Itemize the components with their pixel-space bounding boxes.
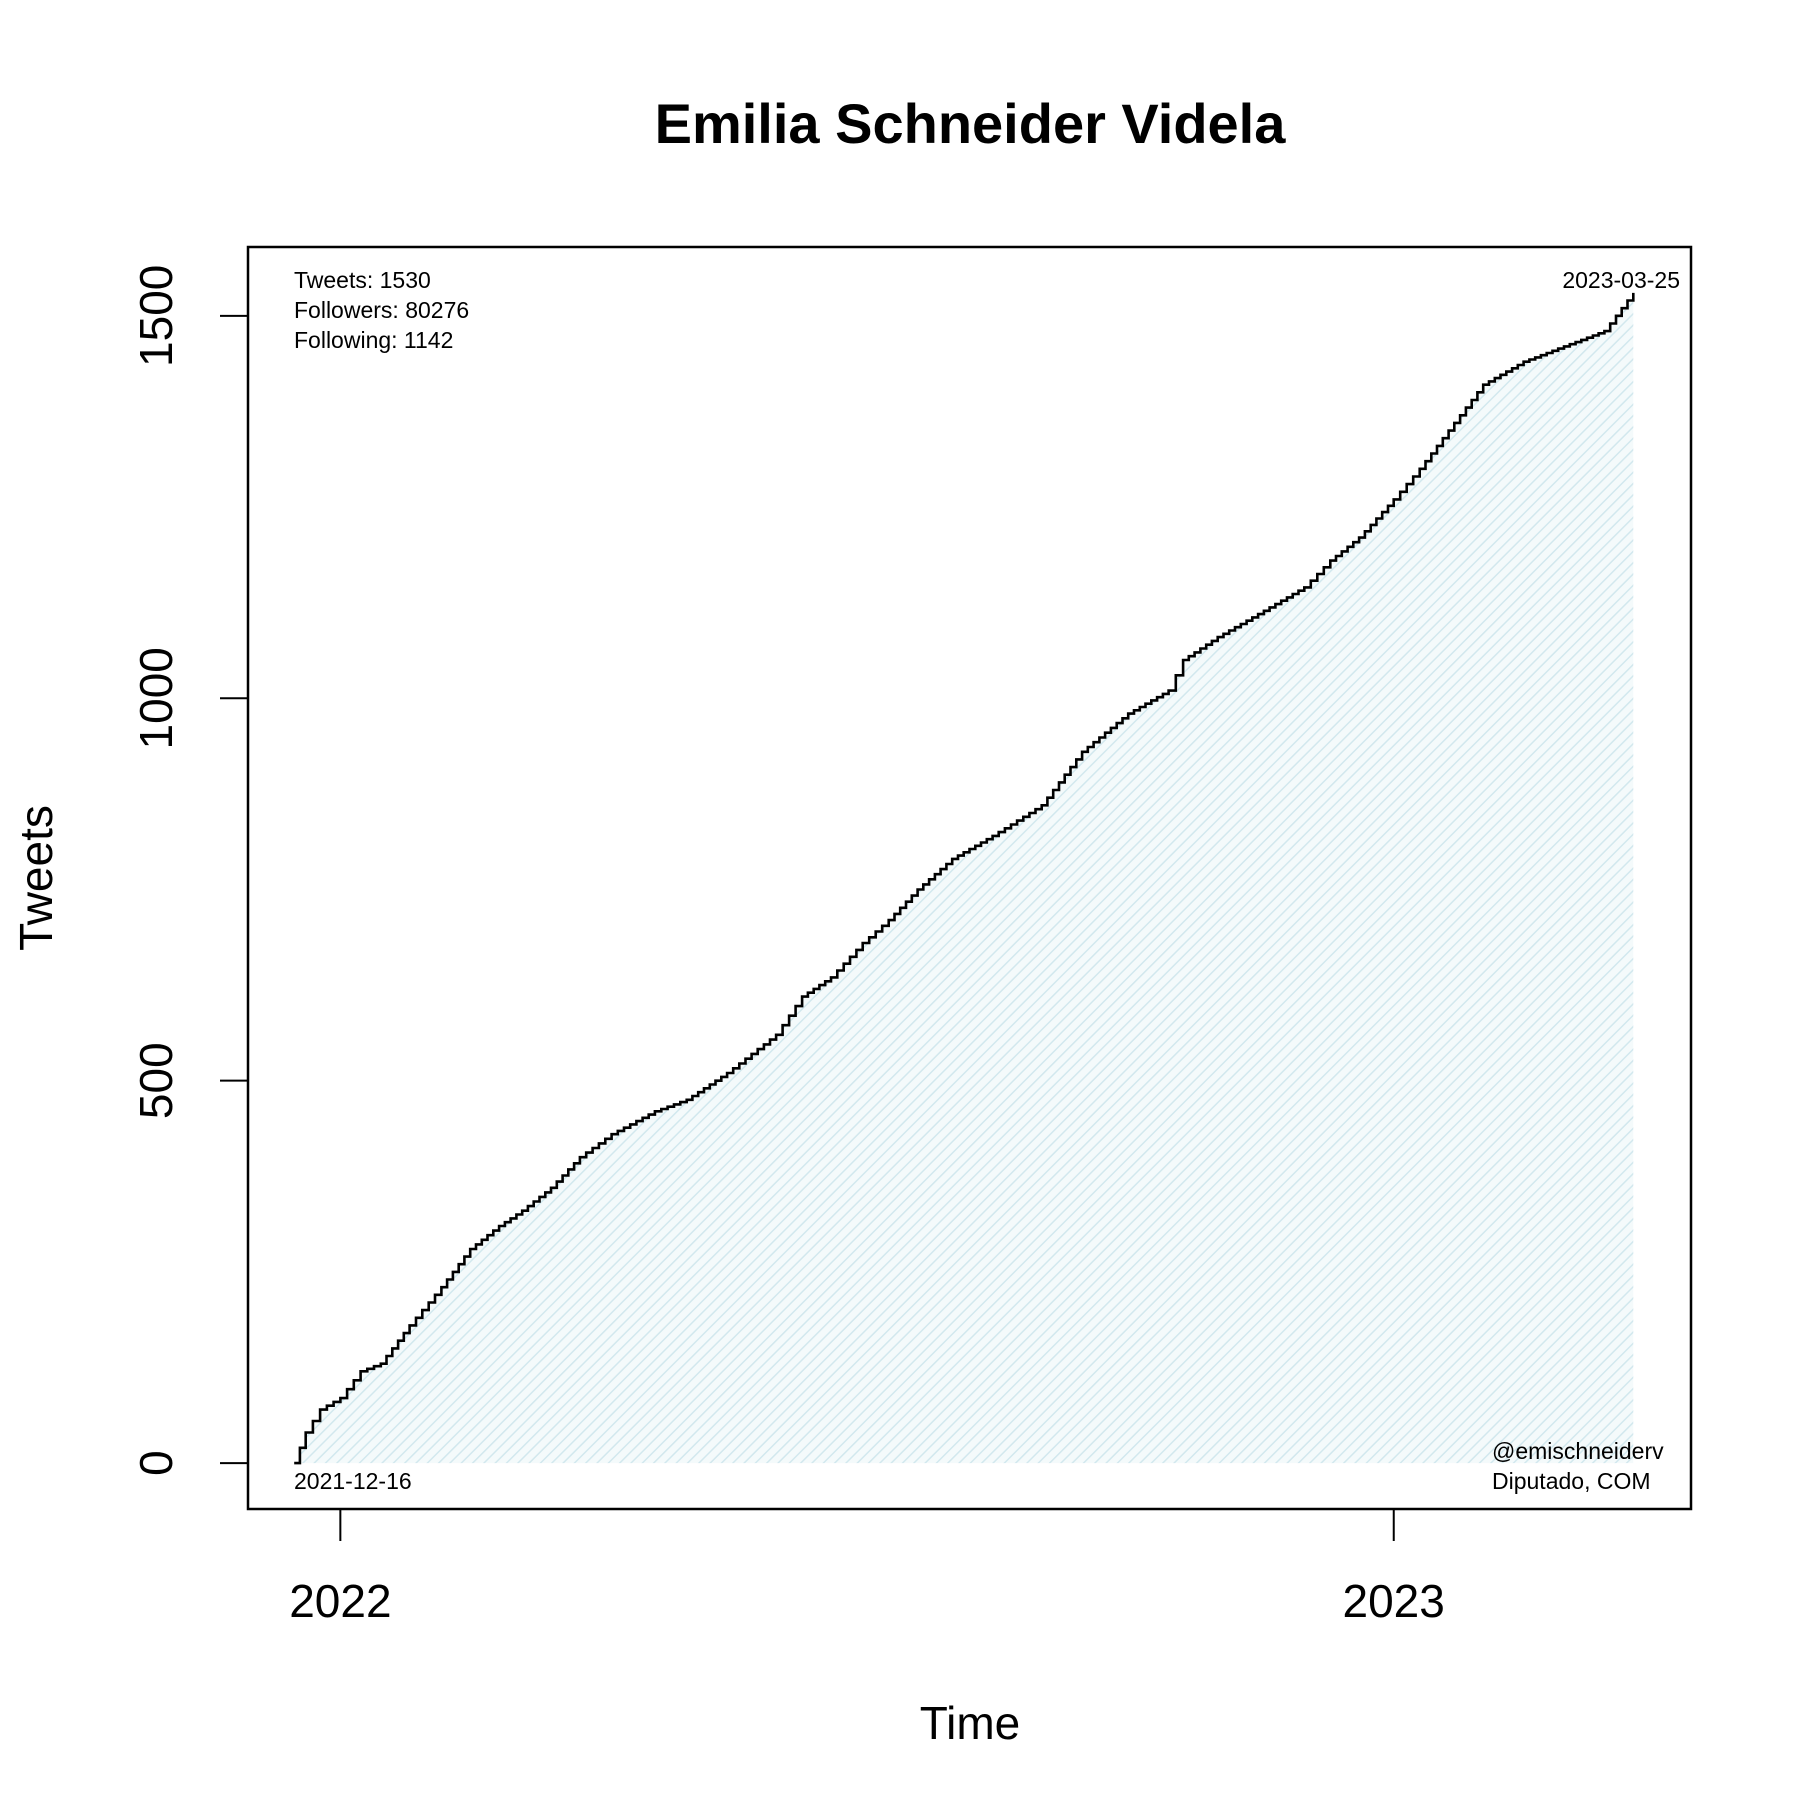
x-tick-label: 2023 xyxy=(1343,1575,1445,1627)
y-tick-label: 1500 xyxy=(130,265,182,367)
tweets-count: Tweets: 1530 xyxy=(294,267,431,293)
y-tick-label: 1000 xyxy=(130,647,182,749)
followers-count: Followers: 80276 xyxy=(294,297,469,323)
following-count: Following: 1142 xyxy=(294,327,453,353)
tweets-area xyxy=(294,292,1634,1464)
x-tick-label: 2022 xyxy=(289,1575,391,1627)
y-axis: 0 500 1000 1500 xyxy=(130,265,249,1476)
x-axis: 2022 2023 xyxy=(289,1508,1445,1627)
x-axis-label: Time xyxy=(920,1697,1021,1749)
line-layer xyxy=(294,292,1635,1465)
chart-title: Emilia Schneider Videla xyxy=(655,92,1287,155)
y-tick-label: 500 xyxy=(130,1042,182,1119)
tweets-line xyxy=(294,292,1635,1465)
account-handle: @emischneiderv xyxy=(1492,1438,1664,1464)
start-date-label: 2021-12-16 xyxy=(294,1468,412,1494)
area-layer xyxy=(294,292,1634,1464)
end-date-label: 2023-03-25 xyxy=(1562,267,1680,293)
y-tick-label: 0 xyxy=(130,1450,182,1476)
account-role: Diputado, COM xyxy=(1492,1468,1651,1494)
y-axis-label: Tweets xyxy=(10,805,62,951)
